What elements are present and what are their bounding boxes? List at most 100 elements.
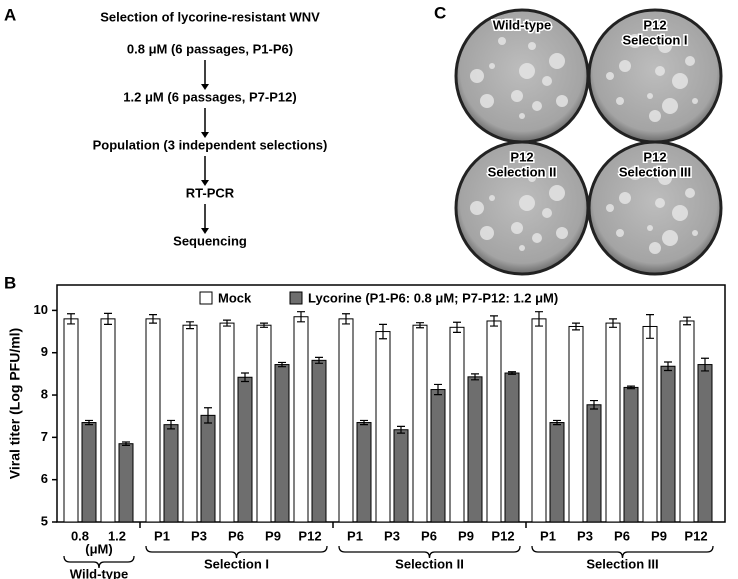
plaque (528, 174, 536, 182)
plaque (519, 245, 525, 251)
bar (430, 389, 446, 523)
error-bar (701, 357, 709, 372)
plaque (606, 204, 614, 212)
plot-frame (56, 284, 726, 523)
plaque (649, 110, 661, 122)
bar (100, 318, 116, 523)
y-tick-label: 6 (41, 471, 48, 486)
plaque (649, 242, 661, 254)
plaque (647, 225, 653, 231)
error-bar (609, 318, 617, 328)
plate-label: Selection I (622, 32, 687, 47)
error-bar (664, 361, 672, 372)
error-bar (223, 319, 231, 327)
x-tick-label: P6 (614, 528, 630, 543)
plaque (672, 205, 688, 221)
plate-label: Wild-type (493, 17, 551, 32)
x-tick-label: P6 (228, 528, 244, 543)
panel-label: A (4, 5, 16, 24)
error-bar (260, 322, 268, 328)
error-bar (683, 316, 691, 326)
arrow-head (201, 228, 209, 234)
bar (486, 320, 502, 523)
plaque (480, 94, 494, 108)
plaque (685, 56, 695, 66)
plaque (655, 198, 665, 208)
flow-step: 1.2 μM (6 passages, P7-P12) (123, 89, 296, 104)
bar (118, 443, 134, 523)
error-bar (204, 407, 212, 424)
bar (182, 324, 198, 523)
plaque (556, 95, 568, 107)
y-axis-label: Viral titer (Log PFU/ml) (7, 328, 23, 479)
flow-step: Population (3 independent selections) (93, 137, 328, 152)
group-note: (μM) (85, 541, 112, 556)
y-tick-label: 5 (41, 513, 48, 528)
bar (679, 320, 695, 523)
bar (660, 365, 676, 523)
plaque (616, 97, 624, 105)
x-tick-label: P9 (651, 528, 667, 543)
x-tick-label: P1 (540, 528, 556, 543)
x-tick-label: 0.8 (71, 528, 89, 543)
plaque (528, 42, 536, 50)
plaque (619, 192, 631, 204)
bar (163, 424, 179, 523)
plaque (511, 222, 523, 234)
plaque (658, 171, 672, 185)
error-bar (397, 425, 405, 434)
bar (375, 331, 391, 523)
plate-label: P12 (643, 149, 666, 164)
legend-label: Mock (218, 290, 252, 305)
plaque (662, 230, 678, 246)
plate-label: Selection II (488, 164, 557, 179)
group-label: Selection III (586, 556, 658, 571)
x-tick-label: P3 (577, 528, 593, 543)
flow-title: Selection of lycorine-resistant WNV (100, 9, 320, 24)
plaque (498, 169, 506, 177)
error-bar (315, 356, 323, 364)
group-bracket (145, 545, 328, 559)
error-bar (379, 323, 387, 340)
bar (586, 404, 602, 523)
error-bar (360, 419, 368, 426)
bar (200, 414, 216, 523)
bar (697, 364, 713, 523)
plaque (692, 230, 698, 236)
bar (642, 325, 658, 523)
plaque (556, 227, 568, 239)
x-tick-label: P1 (347, 528, 363, 543)
y-tick-label: 7 (41, 429, 48, 444)
error-bar (167, 419, 175, 430)
error-bar (149, 314, 157, 324)
plaque (519, 195, 535, 211)
plaque (480, 226, 494, 240)
plaque (470, 201, 484, 215)
bar (145, 318, 161, 523)
plaque (662, 98, 678, 114)
error-bar (508, 371, 516, 375)
bar (311, 359, 327, 523)
plaque (542, 76, 552, 86)
legend-label: Lycorine (P1-P6: 0.8 μM; P7-P12: 1.2 μM) (308, 290, 558, 305)
error-bar (627, 385, 635, 390)
error-bar (342, 313, 350, 325)
error-bar (535, 311, 543, 327)
arrow-head (201, 180, 209, 186)
x-tick-label: P12 (491, 528, 514, 543)
error-bar (186, 321, 194, 330)
panel-label: B (4, 273, 16, 292)
arrow-head (201, 84, 209, 90)
error-bar (471, 373, 479, 381)
flow-step: 0.8 μM (6 passages, P1-P6) (127, 41, 293, 56)
plaque (685, 188, 695, 198)
error-bar (241, 372, 249, 383)
error-bar (297, 311, 305, 323)
error-bar (553, 419, 561, 426)
error-bar (590, 399, 598, 410)
panel-label: C (434, 3, 446, 22)
plaque (470, 69, 484, 83)
error-bar (416, 322, 424, 329)
error-bar (646, 314, 654, 339)
